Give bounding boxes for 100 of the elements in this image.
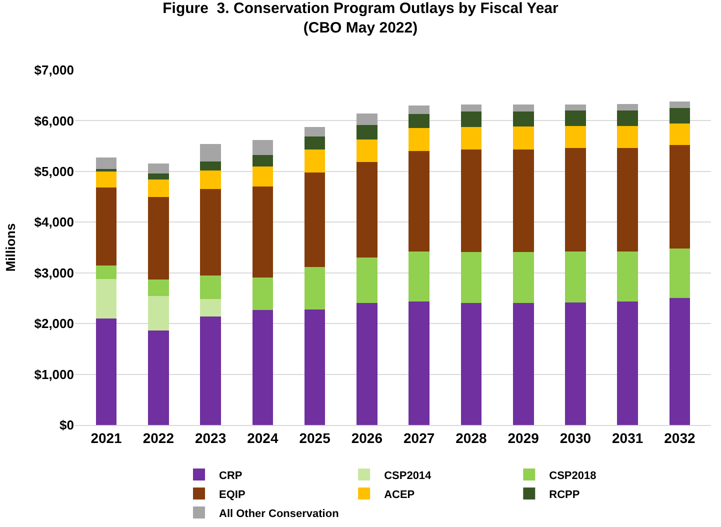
bar [148,279,169,296]
x-tick-label: 2025 [299,430,331,446]
bar [148,330,169,425]
bar [408,114,430,128]
bar [617,148,638,252]
bar [617,104,638,111]
bar [617,301,638,425]
bar [565,252,586,302]
bar [356,114,378,125]
bar [304,309,326,425]
y-tick-label: $6,000 [34,113,74,128]
bar [408,106,430,114]
bar [356,124,378,140]
y-axis-title: Millions [3,223,18,272]
bar [252,140,274,156]
bar [96,265,117,279]
x-tick-label: 2022 [142,430,174,446]
y-tick-label: $4,000 [34,214,74,230]
bar [408,301,430,425]
legend-label: CSP2018 [549,470,596,482]
bar [148,173,169,180]
bar [200,299,221,316]
bar [252,166,274,187]
bar [96,278,117,318]
bar [669,108,690,124]
bar [512,112,534,126]
x-tick-label: 2029 [508,430,540,446]
bar [200,189,221,276]
x-tick-label: 2028 [456,430,487,446]
bar [669,248,690,298]
bar [408,252,430,302]
bar [96,188,117,266]
bar [669,101,690,108]
bar [617,110,638,126]
bar [460,302,482,425]
bar [148,296,169,331]
bar [304,266,326,310]
x-tick-label: 2027 [403,430,435,446]
legend-label: RCPP [549,488,580,501]
bar [565,104,586,111]
bar [617,126,638,148]
legend-label: All Other Conservation [219,508,340,520]
bar [356,162,378,258]
bar [512,252,534,303]
bar [565,302,586,425]
x-tick-label: 2031 [612,430,644,446]
bar [200,144,221,162]
bar [96,318,117,425]
x-tick-label: 2021 [90,430,122,446]
bar [304,150,326,172]
bar [200,316,221,425]
bar [460,150,482,252]
bar [96,168,117,172]
bar [252,310,274,425]
bar [356,258,378,303]
bar [565,110,586,126]
bar [512,126,534,150]
bar [200,161,221,170]
bar [200,275,221,300]
bar [96,171,117,188]
y-tick-label: $7,000 [34,62,74,78]
bar [148,163,169,174]
bar [460,112,482,127]
bar [304,172,326,267]
y-tick-label: $0 [60,418,74,433]
legend-label: ACEP [384,488,415,501]
bar [617,252,638,302]
bar [356,139,378,162]
legend-label: CSP2014 [384,470,432,482]
bar [96,158,117,169]
y-tick-label: $5,000 [34,164,74,179]
x-tick-label: 2023 [194,430,226,446]
bar [512,302,534,425]
bar [408,151,430,252]
y-tick-label: $3,000 [34,265,74,280]
legend-label: EQIP [219,488,246,501]
bar [148,196,169,280]
x-tick-label: 2026 [351,430,383,446]
bar [512,104,534,112]
bar [512,150,534,252]
bar [304,136,326,150]
bar [252,277,274,310]
x-tick-label: 2024 [247,430,278,446]
bar [200,170,221,190]
bar [252,155,274,166]
bar [460,252,482,303]
bar [669,298,690,425]
bar [460,104,482,112]
bar [460,126,482,150]
x-tick-label: 2030 [560,430,592,446]
bar [408,128,430,152]
y-tick-label: $2,000 [34,316,74,332]
bar [669,123,690,146]
y-tick-label: $1,000 [34,366,74,382]
x-tick-label: 2032 [664,430,696,446]
bar [252,186,274,278]
bar [148,180,169,197]
bar [565,148,586,252]
bar [565,126,586,148]
legend-label: CRP [219,470,242,482]
